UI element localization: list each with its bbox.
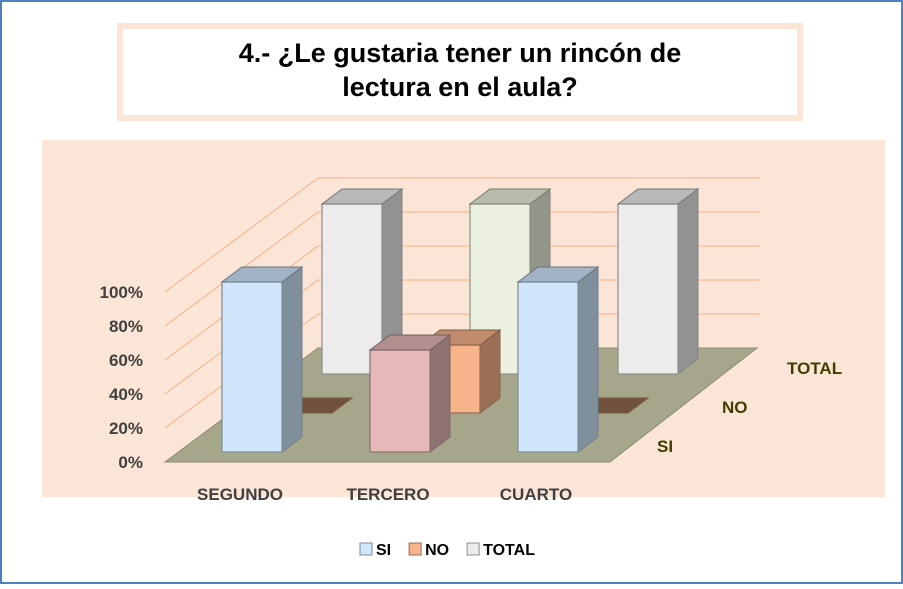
x-tick-label: TERCERO <box>346 485 429 504</box>
y-tick-label: 20% <box>109 419 143 438</box>
series-label: SI <box>657 437 673 456</box>
bar-side <box>577 266 599 453</box>
bar-top <box>468 188 552 205</box>
y-tick-label: 40% <box>109 385 143 404</box>
y-tick-label: 0% <box>118 453 143 472</box>
bar <box>220 266 304 453</box>
bar-front <box>221 281 283 453</box>
grid-line <box>164 177 760 293</box>
bar-side <box>281 266 303 453</box>
bar-side <box>429 334 451 453</box>
bar <box>616 188 700 375</box>
grid-line <box>164 245 760 361</box>
legend-label: TOTAL <box>483 542 535 559</box>
bar <box>368 334 452 453</box>
bar-front <box>617 203 679 375</box>
legend-label: SI <box>376 542 391 559</box>
legend-swatch <box>408 542 422 556</box>
y-tick-label: 100% <box>100 283 143 302</box>
bar-top <box>616 188 700 205</box>
series-label: NO <box>722 398 748 417</box>
bar-front <box>321 203 383 375</box>
bar-top <box>516 266 600 283</box>
series-label: TOTAL <box>787 359 842 378</box>
y-tick-label: 80% <box>109 317 143 336</box>
bar-side <box>677 188 699 375</box>
legend-swatch <box>466 542 480 556</box>
grid-line <box>164 279 760 395</box>
bar-top <box>368 334 452 351</box>
y-tick-label: 60% <box>109 351 143 370</box>
bar <box>516 266 600 453</box>
title-box <box>117 23 803 121</box>
grid-line <box>164 313 760 429</box>
x-tick-label: SEGUNDO <box>197 485 283 504</box>
legend-label: NO <box>425 542 449 559</box>
grid-line <box>164 211 760 327</box>
legend-swatch <box>359 542 373 556</box>
bar-front <box>369 349 431 453</box>
bar <box>320 188 404 375</box>
chart-title: 4.- ¿Le gustaria tener un rincón de lectu… <box>239 38 682 102</box>
bar-top <box>220 266 304 283</box>
bar-front <box>517 281 579 453</box>
bar-top <box>320 188 404 205</box>
x-tick-label: CUARTO <box>500 485 572 504</box>
